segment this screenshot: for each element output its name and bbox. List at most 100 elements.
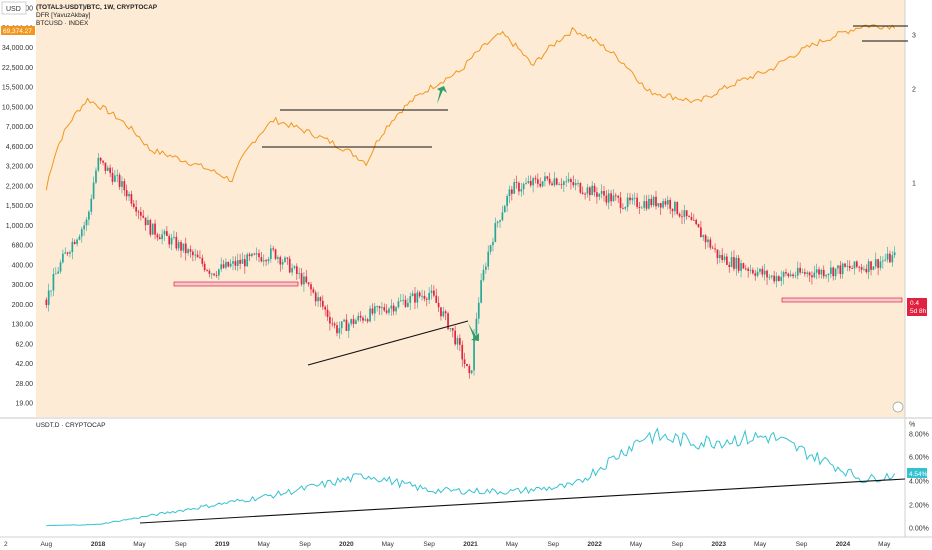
- candle: [442, 306, 445, 318]
- candle: [255, 247, 258, 261]
- lower-axis-tick: %: [909, 422, 915, 429]
- candle: [787, 272, 790, 279]
- x-axis-label: May: [133, 541, 146, 548]
- left-axis-tick: 200.00: [12, 302, 34, 309]
- candle: [610, 190, 612, 206]
- currency-box[interactable]: [1, 1, 27, 15]
- candle: [90, 194, 93, 215]
- candle: [520, 183, 523, 197]
- price-tag: 69,374.27: [3, 28, 32, 35]
- candle: [459, 334, 461, 352]
- candle: [381, 302, 383, 316]
- candle: [697, 223, 700, 228]
- candle: [818, 266, 820, 279]
- candle: [295, 263, 298, 280]
- left-axis-tick: 42.00: [15, 361, 33, 368]
- candle: [674, 200, 676, 216]
- candle: [267, 256, 270, 265]
- candle: [728, 261, 731, 273]
- candle: [669, 197, 672, 215]
- candle: [243, 254, 246, 274]
- candle: [480, 273, 482, 304]
- candle: [858, 265, 861, 272]
- candle: [780, 270, 783, 287]
- candle: [121, 176, 123, 194]
- candle: [562, 180, 565, 193]
- bar-countdown: 5d 8h: [910, 308, 927, 315]
- candle: [298, 267, 301, 280]
- candle: [537, 173, 539, 188]
- candle: [83, 221, 85, 236]
- candle: [236, 253, 239, 272]
- candle: [347, 321, 350, 339]
- candle: [269, 244, 272, 263]
- candle: [312, 287, 315, 294]
- candle: [300, 268, 303, 287]
- candle: [700, 221, 702, 238]
- candle: [487, 245, 490, 271]
- candle: [518, 181, 520, 196]
- candle: [830, 260, 832, 278]
- candle: [293, 265, 296, 270]
- x-axis-label: Sep: [796, 541, 808, 548]
- candle: [319, 296, 322, 308]
- btc-line-series: [45, 24, 896, 191]
- candle: [607, 189, 610, 210]
- candle: [763, 263, 766, 281]
- candle: [355, 318, 357, 325]
- candle: [570, 177, 572, 190]
- symbol-title: (TOTAL3-USDT)/BTC, 1W, CRYPTOCAP: [36, 4, 158, 11]
- candle: [80, 226, 83, 243]
- candle: [865, 264, 868, 274]
- right-axis-tick: 2: [912, 87, 916, 94]
- lower-axis-tick: 0.00%: [909, 526, 929, 533]
- candle: [62, 249, 64, 264]
- candle: [149, 218, 152, 237]
- candle: [586, 183, 589, 198]
- candle: [846, 259, 849, 272]
- candle: [749, 264, 752, 274]
- candle: [470, 370, 473, 375]
- candle: [782, 270, 785, 285]
- candle: [421, 289, 423, 301]
- candle: [690, 212, 693, 221]
- candle: [511, 186, 513, 201]
- x-axis-label: May: [506, 541, 519, 548]
- candle: [773, 270, 775, 284]
- candle: [392, 302, 395, 316]
- annotations: [139, 25, 908, 524]
- candle: [747, 266, 749, 278]
- left-axis-tick: 400.00: [12, 262, 34, 269]
- candle: [128, 191, 130, 202]
- candle: [435, 288, 438, 304]
- scale-mode-icon[interactable]: [892, 401, 904, 413]
- usdt-line-series: [46, 427, 896, 527]
- candle: [449, 327, 452, 332]
- right-axis-tick: 3: [912, 33, 916, 40]
- candle: [154, 219, 156, 240]
- candle: [451, 327, 454, 338]
- candle: [303, 272, 305, 292]
- candle: [522, 182, 525, 196]
- candle: [376, 305, 379, 312]
- candle: [820, 268, 823, 279]
- candle: [326, 304, 329, 321]
- candle: [220, 257, 223, 273]
- candle: [402, 294, 404, 305]
- candle: [440, 307, 442, 321]
- usdt-badge: [907, 468, 927, 478]
- candle: [513, 178, 516, 194]
- left-axis-tick: 7,000.00: [6, 124, 33, 131]
- candle: [123, 178, 126, 197]
- candle: [681, 209, 683, 225]
- candle: [64, 247, 67, 254]
- candle: [534, 175, 537, 184]
- candle: [194, 248, 197, 261]
- candle: [345, 314, 348, 332]
- candle: [648, 194, 650, 210]
- currency-label[interactable]: USD: [6, 6, 21, 13]
- x-axis-label: Sep: [423, 541, 435, 548]
- candle: [839, 260, 842, 279]
- candle: [132, 199, 135, 209]
- candle: [718, 250, 721, 264]
